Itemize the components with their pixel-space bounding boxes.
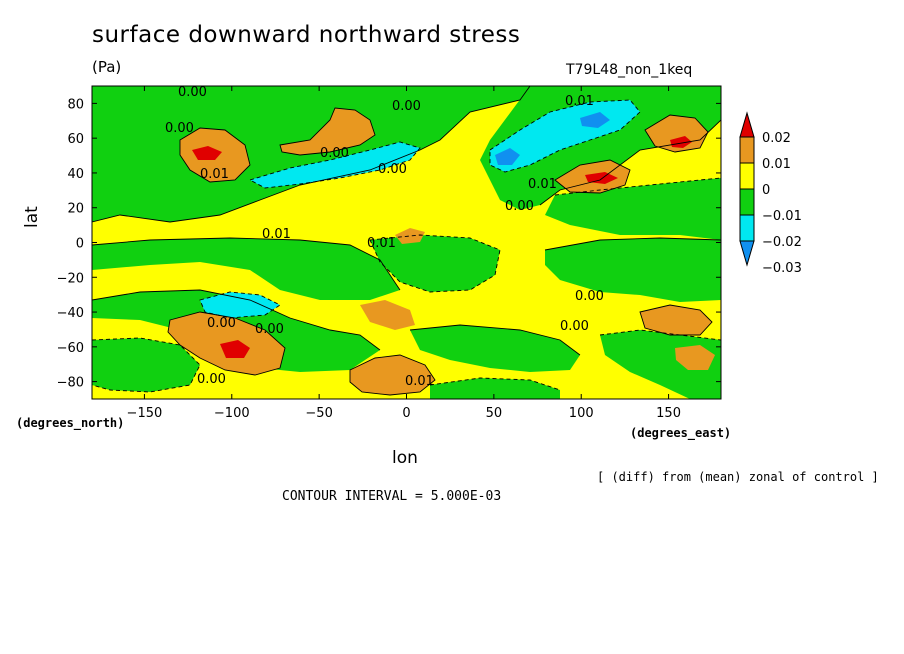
contour-label: 0.01 [565,94,594,109]
x-tick-label: −100 [214,406,250,421]
cyan-region-sh [200,292,280,318]
red-peak-nh-3 [670,136,692,148]
contour-label: 0.00 [378,162,407,177]
y-tick-label: −40 [57,306,84,321]
x-unit-label: (degrees_east) [630,426,732,440]
y-tick-label: −20 [57,271,84,286]
green-region-nh-2 [480,86,721,210]
contour-label: 0.00 [165,121,194,136]
colorbar: 0.02 0.01 0 −0.01 −0.02 −0.03 [739,111,802,276]
contour-labels: 0.00 0.00 0.01 0.00 0.00 0.00 0.01 0.01 0.01 0.01… [165,85,604,389]
x-tick-label: 50 [486,406,503,421]
y-tick-label: 40 [67,167,84,182]
red-peak-nh-1 [192,146,222,160]
contour-label: 0.00 [207,316,236,331]
colorbar-top-arrow [739,111,755,138]
contour-label: 0.00 [320,146,349,161]
colorbar-label: 0 [762,183,770,198]
colorbar-bottom-arrow [739,240,755,267]
contour-field [92,86,721,399]
x-tick-label: 150 [656,406,681,421]
colorbar-segment [739,214,755,242]
contour-label: 0.01 [528,177,557,192]
colorbar-label: 0.01 [762,157,791,172]
x-axis-ticks: −150 −100 −50 0 50 100 150 [127,86,681,421]
colorbar-segment [739,188,755,216]
x-tick-label: 100 [569,406,594,421]
green-region-sh-3 [410,325,580,372]
difference-note: [ (diff) from (mean) zonal of control ] [597,470,879,484]
orange-region-sh-5 [360,300,415,330]
y-unit-label: (degrees_north) [16,416,125,430]
orange-region-eq [395,228,425,244]
y-axis-ticks: 80 60 40 20 0 −20 −40 −60 −80 [57,97,721,391]
contour-label: 0.00 [255,322,284,337]
colorbar-segment [739,162,755,190]
contour-lines [92,86,721,396]
contour-interval: CONTOUR INTERVAL = 5.000E-03 [282,489,502,504]
colorbar-label: −0.02 [762,235,802,250]
y-tick-label: 80 [67,97,84,112]
contour-label: 0.01 [367,236,396,251]
y-tick-label: −60 [57,341,84,356]
contour-label: 0.00 [178,85,207,100]
run-label: T79L48_non_1keq [566,62,693,78]
contour-label: 0.01 [405,374,434,389]
colorbar-label: −0.01 [762,209,802,224]
green-region-sh-5 [430,378,560,399]
red-peak-sh [220,340,250,358]
green-region-eq-3 [545,238,721,302]
orange-region-sh-4 [675,345,715,370]
y-tick-label: 20 [67,202,84,217]
contour-label: 0.00 [560,319,589,334]
green-region-eq-2 [370,235,500,292]
y-tick-label: −80 [57,376,84,391]
green-region-nh-3 [545,178,721,240]
x-tick-label: 0 [402,406,410,421]
contour-label: 0.00 [197,372,226,387]
contour-label: 0.01 [262,227,291,242]
y-tick-label: 60 [67,132,84,147]
orange-region-nh-2 [280,108,375,155]
contour-label: 0.00 [575,289,604,304]
green-region-eq-1 [92,238,400,300]
contour-label: 0.01 [200,167,229,182]
orange-region-sh-2 [350,355,435,395]
orange-region-nh-4 [645,115,708,152]
cyan-region-nh-1 [250,142,420,188]
contour-label: 0.00 [392,99,421,114]
colorbar-segment [739,136,755,164]
chart-title: surface downward northward stress [92,22,521,48]
blue-region-nh [495,148,520,165]
units-label: (Pa) [92,58,122,76]
red-peak-nh-2 [585,172,618,184]
x-axis-label: lon [392,448,418,468]
blue-region-nh-2 [580,112,610,128]
colorbar-label: 0.02 [762,131,791,146]
green-region-sh-2 [92,338,200,392]
y-tick-label: 0 [76,237,84,252]
dashed-contours [92,99,721,393]
contour-label: 0.00 [505,199,534,214]
orange-region-sh-3 [640,305,712,335]
colorbar-label: −0.03 [762,261,802,276]
x-tick-label: −150 [127,406,163,421]
x-tick-label: −50 [305,406,332,421]
